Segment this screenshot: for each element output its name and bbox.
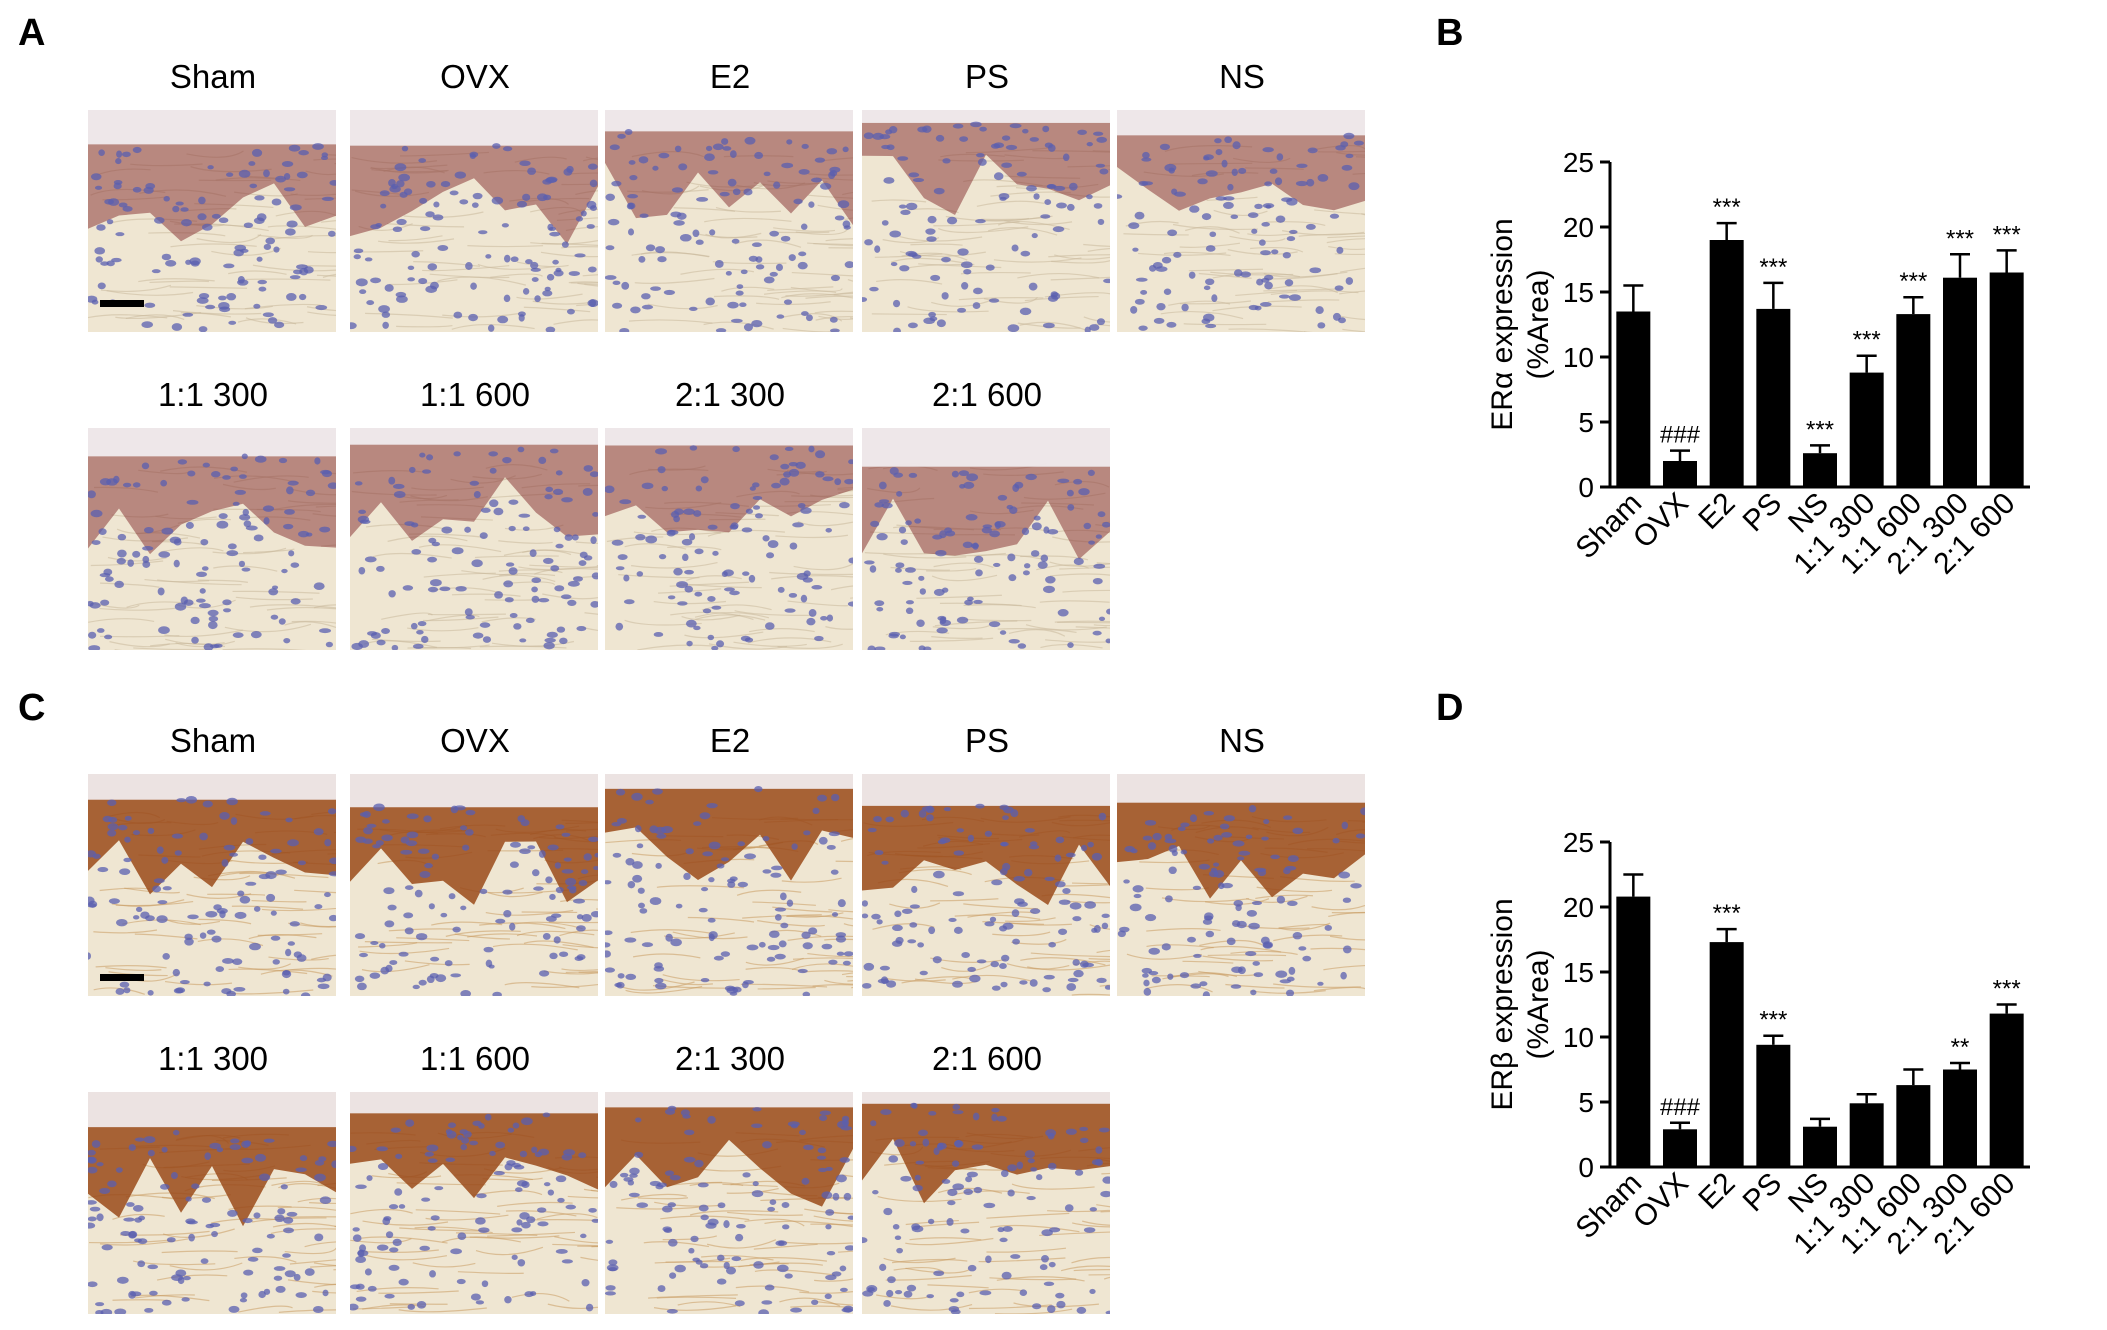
y-tick-label: 10 (1563, 342, 1594, 373)
micrograph-label: OVX (440, 722, 510, 759)
bar (1616, 896, 1651, 1167)
micrograph-label: 1:1 600 (419, 1040, 531, 1077)
bar (1896, 314, 1931, 487)
micrograph-tile (605, 110, 853, 332)
micrograph-label: 1:1 300 (157, 1040, 269, 1077)
y-tick-label: 20 (1563, 892, 1594, 923)
y-axis-label: ERβ expression (%Area) (1486, 898, 1555, 1110)
micrograph-tile (605, 774, 853, 996)
micrograph-label: 2:1 600 (931, 376, 1043, 413)
panel-letter-a: A (18, 12, 46, 54)
micrograph-tile (350, 1092, 598, 1314)
micrograph-label: 1:1 600 (419, 376, 531, 413)
bar (1989, 272, 2024, 487)
bar (1756, 1044, 1791, 1167)
bar (1803, 1126, 1837, 1167)
y-tick-label: 15 (1563, 957, 1594, 988)
x-tick-label: OVX (1627, 487, 1695, 555)
micrograph-tile (88, 110, 336, 332)
y-tick-label: 5 (1578, 407, 1594, 438)
bar (1663, 1129, 1697, 1167)
bar (1709, 942, 1744, 1167)
scale-bar (100, 974, 144, 981)
micrograph-tile (605, 1092, 853, 1314)
micrograph-label: E2 (709, 58, 751, 95)
significance-label: *** (1946, 225, 1974, 252)
scale-bar (100, 300, 144, 307)
micrograph-tile (88, 1092, 336, 1314)
micrograph-label: 2:1 300 (674, 376, 786, 413)
bar (1896, 1085, 1931, 1167)
significance-label: *** (1993, 976, 2021, 1003)
significance-label: *** (1853, 327, 1881, 354)
y-tick-label: 10 (1563, 1022, 1594, 1053)
x-tick-label: E2 (1692, 1167, 1741, 1216)
panel-letter-c: C (18, 687, 46, 729)
significance-label: ### (1660, 422, 1701, 449)
significance-label: ** (1951, 1034, 1970, 1061)
micrograph-label: 2:1 300 (674, 1040, 786, 1077)
y-tick-label: 5 (1578, 1087, 1594, 1118)
micrograph-tile (88, 774, 336, 996)
micrograph-tile (862, 428, 1110, 650)
y-tick-label: 25 (1563, 827, 1594, 858)
micrograph-label: PS (964, 58, 1010, 95)
significance-label: ### (1660, 1094, 1701, 1121)
micrograph-label: Sham (169, 722, 257, 759)
significance-label: *** (1713, 194, 1741, 221)
significance-label: *** (1899, 268, 1927, 295)
bar (1989, 1013, 2024, 1167)
significance-label: *** (1713, 900, 1741, 927)
micrograph-tile (1117, 774, 1365, 996)
significance-label: *** (1993, 221, 2021, 248)
significance-label: *** (1759, 1007, 1787, 1034)
bar (1803, 453, 1837, 487)
bar (1663, 461, 1697, 487)
x-tick-label: PS (1737, 1167, 1789, 1219)
micrograph-label: NS (1219, 58, 1265, 95)
micrograph-tile (605, 428, 853, 650)
micrograph-tile (350, 774, 598, 996)
panel-letter-d: D (1436, 687, 1464, 729)
significance-label: *** (1806, 416, 1834, 443)
y-tick-label: 20 (1563, 212, 1594, 243)
bar-chart-d: ERβ expression (%Area)0510152025Sham###OV… (1486, 827, 2030, 1261)
micrograph-tile (1117, 110, 1365, 332)
micrograph-label: OVX (440, 58, 510, 95)
micrograph-label: PS (964, 722, 1010, 759)
x-tick-label: E2 (1692, 487, 1741, 536)
micrograph-tile (350, 110, 598, 332)
bar (1849, 1103, 1884, 1167)
bar (1756, 308, 1791, 487)
micrograph-label: Sham (169, 58, 257, 95)
bar-chart-b: ERα expression (%Area)0510152025Sham###OV… (1486, 147, 2030, 581)
y-axis-label: ERα expression (%Area) (1486, 218, 1555, 430)
micrograph-tile (862, 1092, 1110, 1314)
micrograph-tile (88, 428, 336, 650)
bar (1943, 277, 1977, 487)
micrograph-label: NS (1219, 722, 1265, 759)
panel-letter-b: B (1436, 12, 1464, 54)
micrograph-label: E2 (709, 722, 751, 759)
micrograph-tile (862, 774, 1110, 996)
bar (1616, 311, 1651, 487)
bar (1943, 1069, 1977, 1167)
micrograph-tile (862, 110, 1110, 332)
y-tick-label: 15 (1563, 277, 1594, 308)
micrograph-label: 2:1 600 (931, 1040, 1043, 1077)
micrograph-tile (350, 428, 598, 650)
y-tick-label: 0 (1578, 1152, 1594, 1183)
significance-label: *** (1759, 254, 1787, 281)
y-tick-label: 25 (1563, 147, 1594, 178)
x-tick-label: OVX (1627, 1167, 1695, 1235)
bar (1849, 372, 1884, 487)
y-tick-label: 0 (1578, 472, 1594, 503)
micrograph-label: 1:1 300 (157, 376, 269, 413)
bar (1709, 240, 1744, 487)
x-tick-label: PS (1737, 487, 1789, 539)
